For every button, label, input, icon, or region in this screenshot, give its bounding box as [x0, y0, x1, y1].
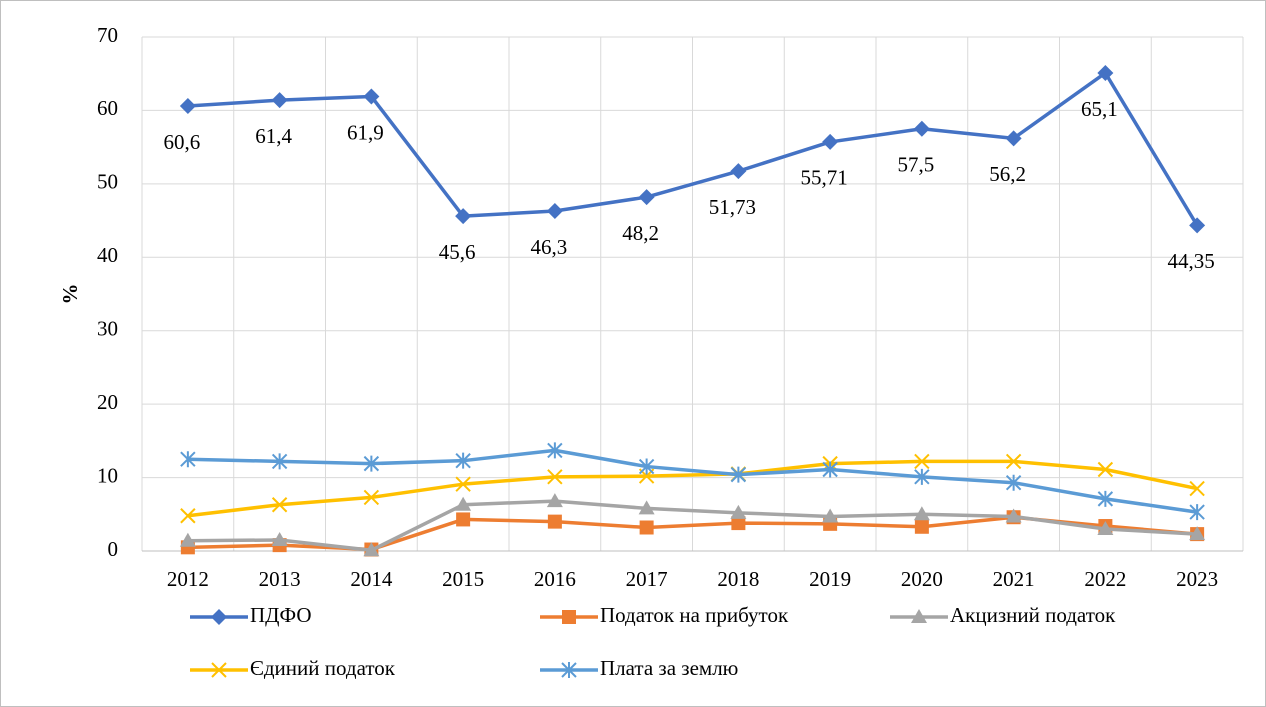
- point-marker: [1005, 474, 1022, 491]
- legend-marker: [211, 609, 227, 625]
- y-tick-label: 10: [97, 463, 118, 487]
- point-marker: [639, 520, 654, 535]
- point-marker: [455, 496, 472, 511]
- y-tick-label: 50: [97, 170, 118, 194]
- data-label: 57,5: [898, 153, 935, 177]
- point-marker: [638, 189, 655, 206]
- legend-marker: [211, 662, 227, 678]
- legend-label: Єдиний податок: [250, 656, 396, 680]
- point-marker: [822, 508, 839, 523]
- y-tick-label: 20: [97, 390, 118, 414]
- point-marker: [1097, 490, 1114, 507]
- legend-label: ПДФО: [250, 603, 312, 627]
- point-marker: [455, 476, 471, 492]
- series-line: [187, 71, 1199, 227]
- point-marker: [913, 506, 930, 521]
- point-marker: [271, 497, 288, 513]
- point-marker: [547, 442, 563, 459]
- y-tick-label: 60: [97, 96, 118, 120]
- point-marker: [363, 489, 380, 506]
- data-label: 61,9: [347, 120, 384, 144]
- x-tick-label: 2013: [259, 567, 301, 591]
- point-marker: [638, 458, 655, 475]
- point-marker: [1097, 461, 1114, 478]
- point-marker: [730, 504, 747, 519]
- x-tick-label: 2022: [1084, 567, 1126, 591]
- legend-marker: [911, 609, 927, 623]
- point-marker: [730, 163, 747, 180]
- point-marker: [822, 133, 839, 150]
- point-marker: [363, 542, 380, 557]
- data-label: 65,1: [1081, 97, 1118, 121]
- data-label: 46,3: [531, 235, 568, 259]
- x-tick-label: 2019: [809, 567, 851, 591]
- point-marker: [913, 120, 930, 137]
- point-marker: [363, 455, 380, 472]
- point-marker: [179, 532, 196, 547]
- x-tick-label: 2020: [901, 567, 943, 591]
- point-marker: [1189, 504, 1205, 521]
- y-tick-label: 0: [108, 537, 119, 561]
- x-tick-label: 2018: [717, 567, 759, 591]
- point-marker: [455, 452, 471, 469]
- point-marker: [1189, 480, 1205, 497]
- point-marker: [914, 519, 929, 534]
- point-marker: [455, 208, 472, 225]
- y-tick-label: 30: [97, 317, 118, 341]
- data-label: 61,4: [255, 124, 292, 148]
- point-marker: [180, 508, 196, 524]
- point-marker: [1189, 217, 1206, 234]
- x-tick-label: 2017: [626, 567, 668, 591]
- data-label: 55,71: [801, 166, 848, 190]
- legend-label: Плата за землю: [600, 656, 738, 680]
- point-marker: [271, 92, 288, 109]
- point-marker: [1005, 453, 1022, 470]
- point-marker: [271, 453, 288, 470]
- data-label: 60,6: [164, 130, 201, 154]
- point-marker: [914, 468, 930, 485]
- point-marker: [822, 461, 838, 478]
- data-label: 48,2: [622, 221, 659, 245]
- legend-marker: [561, 662, 577, 678]
- x-tick-label: 2012: [167, 567, 209, 591]
- data-label: 56,2: [989, 162, 1026, 186]
- legend-label: Податок на прибуток: [600, 603, 789, 627]
- point-marker: [1097, 520, 1114, 535]
- legend-marker: [562, 610, 576, 624]
- data-label: 44,35: [1168, 249, 1215, 273]
- data-label: 45,6: [439, 240, 476, 264]
- x-tick-label: 2021: [993, 567, 1035, 591]
- x-tick-label: 2014: [350, 567, 393, 591]
- series-line: [187, 499, 1198, 553]
- point-marker: [547, 469, 563, 485]
- point-marker: [546, 203, 563, 220]
- point-marker: [731, 516, 746, 531]
- point-marker: [179, 98, 196, 115]
- series-line: [187, 448, 1198, 514]
- point-marker: [456, 512, 471, 527]
- legend-label: Акцизний податок: [950, 603, 1116, 627]
- point-marker: [547, 514, 562, 529]
- x-tick-label: 2023: [1176, 567, 1218, 591]
- point-marker: [1005, 130, 1022, 147]
- point-marker: [914, 453, 930, 470]
- y-tick-label: 70: [97, 23, 118, 47]
- point-marker: [546, 493, 563, 508]
- point-marker: [1005, 508, 1022, 523]
- point-marker: [271, 531, 288, 546]
- y-tick-label: 40: [97, 243, 118, 267]
- x-tick-label: 2015: [442, 567, 484, 591]
- data-label: 51,73: [709, 195, 756, 219]
- series-line: [187, 459, 1198, 518]
- point-marker: [730, 466, 747, 483]
- y-axis-label: %: [58, 284, 82, 305]
- point-marker: [638, 500, 655, 515]
- point-marker: [1189, 526, 1206, 541]
- point-marker: [1097, 64, 1114, 81]
- point-marker: [363, 88, 380, 105]
- x-tick-label: 2016: [534, 567, 576, 591]
- point-marker: [180, 451, 196, 468]
